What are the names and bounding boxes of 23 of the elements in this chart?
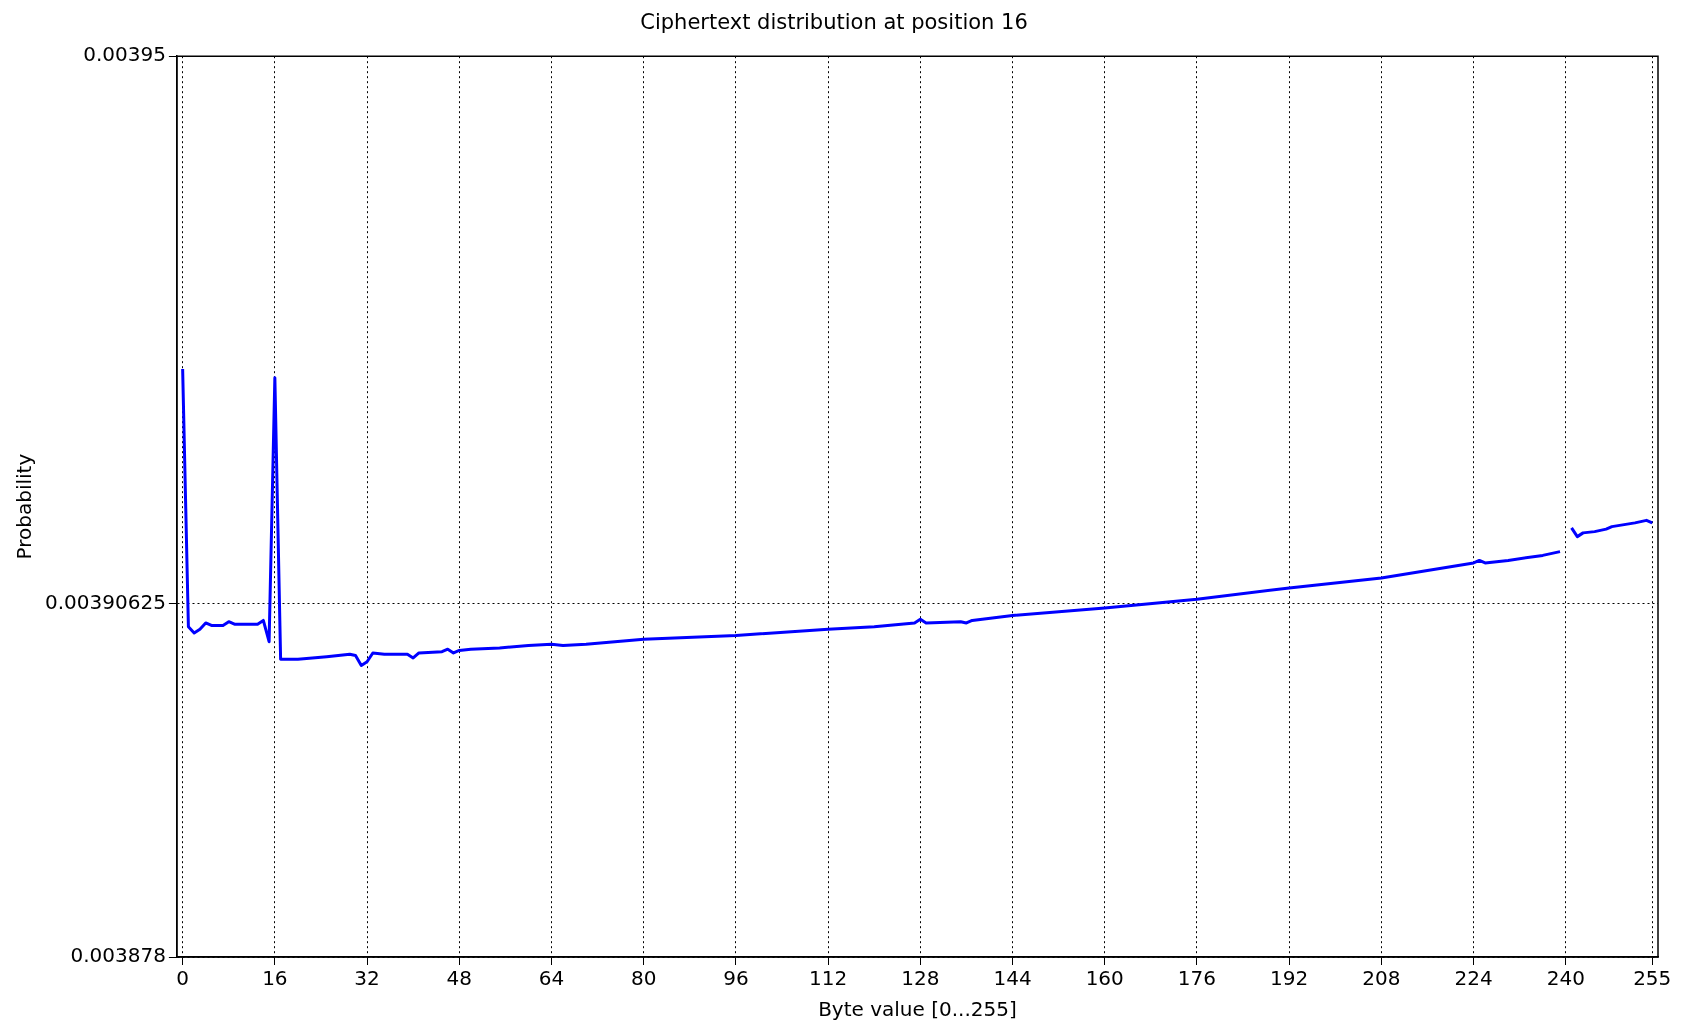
x-tick-label: 144 (993, 966, 1032, 991)
x-tick-label: 255 (1633, 966, 1672, 991)
x-tick-label: 0 (176, 966, 190, 991)
x-tick-label: 32 (354, 966, 380, 991)
x-tick-label: 160 (1085, 966, 1124, 991)
x-tick-label: 96 (723, 966, 749, 991)
y-tick-label: 0.00390625 (44, 589, 166, 614)
y-tick-label: 0.003878 (70, 943, 166, 968)
x-tick-label: 192 (1270, 966, 1309, 991)
x-tick-label: 16 (262, 966, 288, 991)
x-tick-label: 80 (630, 966, 657, 991)
x-tick-label: 64 (538, 966, 565, 991)
x-tick-label: 128 (901, 966, 940, 991)
y-tick-label: 0.00395 (83, 42, 166, 67)
x-tick-label: 112 (809, 966, 848, 991)
x-tick-label: 240 (1546, 966, 1585, 991)
x-tick-label: 208 (1362, 966, 1401, 991)
x-tick-label: 176 (1177, 966, 1217, 991)
x-tick-label: 224 (1454, 966, 1493, 991)
x-axis-title: Byte value [0...255] (818, 997, 1017, 1022)
y-axis-title: Probability (12, 453, 37, 560)
chart-title: Ciphertext distribution at position 16 (640, 10, 1028, 35)
x-tick-label: 48 (446, 966, 472, 991)
